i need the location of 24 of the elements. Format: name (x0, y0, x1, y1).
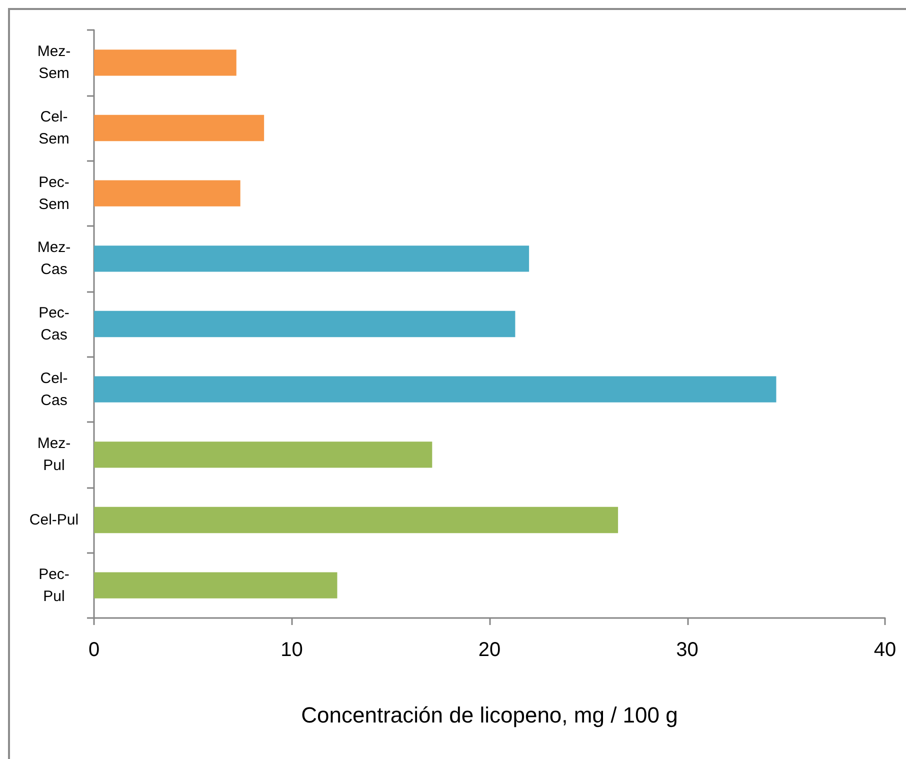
bar (94, 310, 516, 338)
y-tick-label: Mez-Sem (37, 43, 71, 82)
x-tick-label: 40 (874, 639, 896, 661)
y-tick-label: Mez-Cas (37, 239, 71, 278)
bar (94, 376, 776, 402)
x-axis-title: Concentración de licopeno, mg / 100 g (301, 702, 678, 728)
x-tick-label: 30 (676, 639, 698, 661)
y-tick-label: Pec-Sem (38, 174, 70, 213)
y-tick-label: Cel-Sem (38, 108, 70, 148)
y-tick-label: Pec-Cas (38, 304, 70, 344)
y-tick-label: Pec-Pul (38, 566, 70, 605)
bar (94, 50, 236, 76)
bar (94, 572, 338, 598)
bar (94, 442, 432, 468)
bar (94, 246, 530, 272)
x-tick-label: 0 (88, 639, 100, 661)
y-tick-label: Cel-Cas (40, 370, 68, 409)
x-tick-label: 20 (478, 639, 501, 661)
bar (94, 506, 618, 534)
x-tick-label: 10 (280, 639, 303, 661)
y-tick-label: Cel-Pul (29, 512, 79, 528)
y-tick-label: Mez-Pul (37, 435, 71, 474)
bar (94, 180, 240, 206)
bar (94, 114, 264, 142)
